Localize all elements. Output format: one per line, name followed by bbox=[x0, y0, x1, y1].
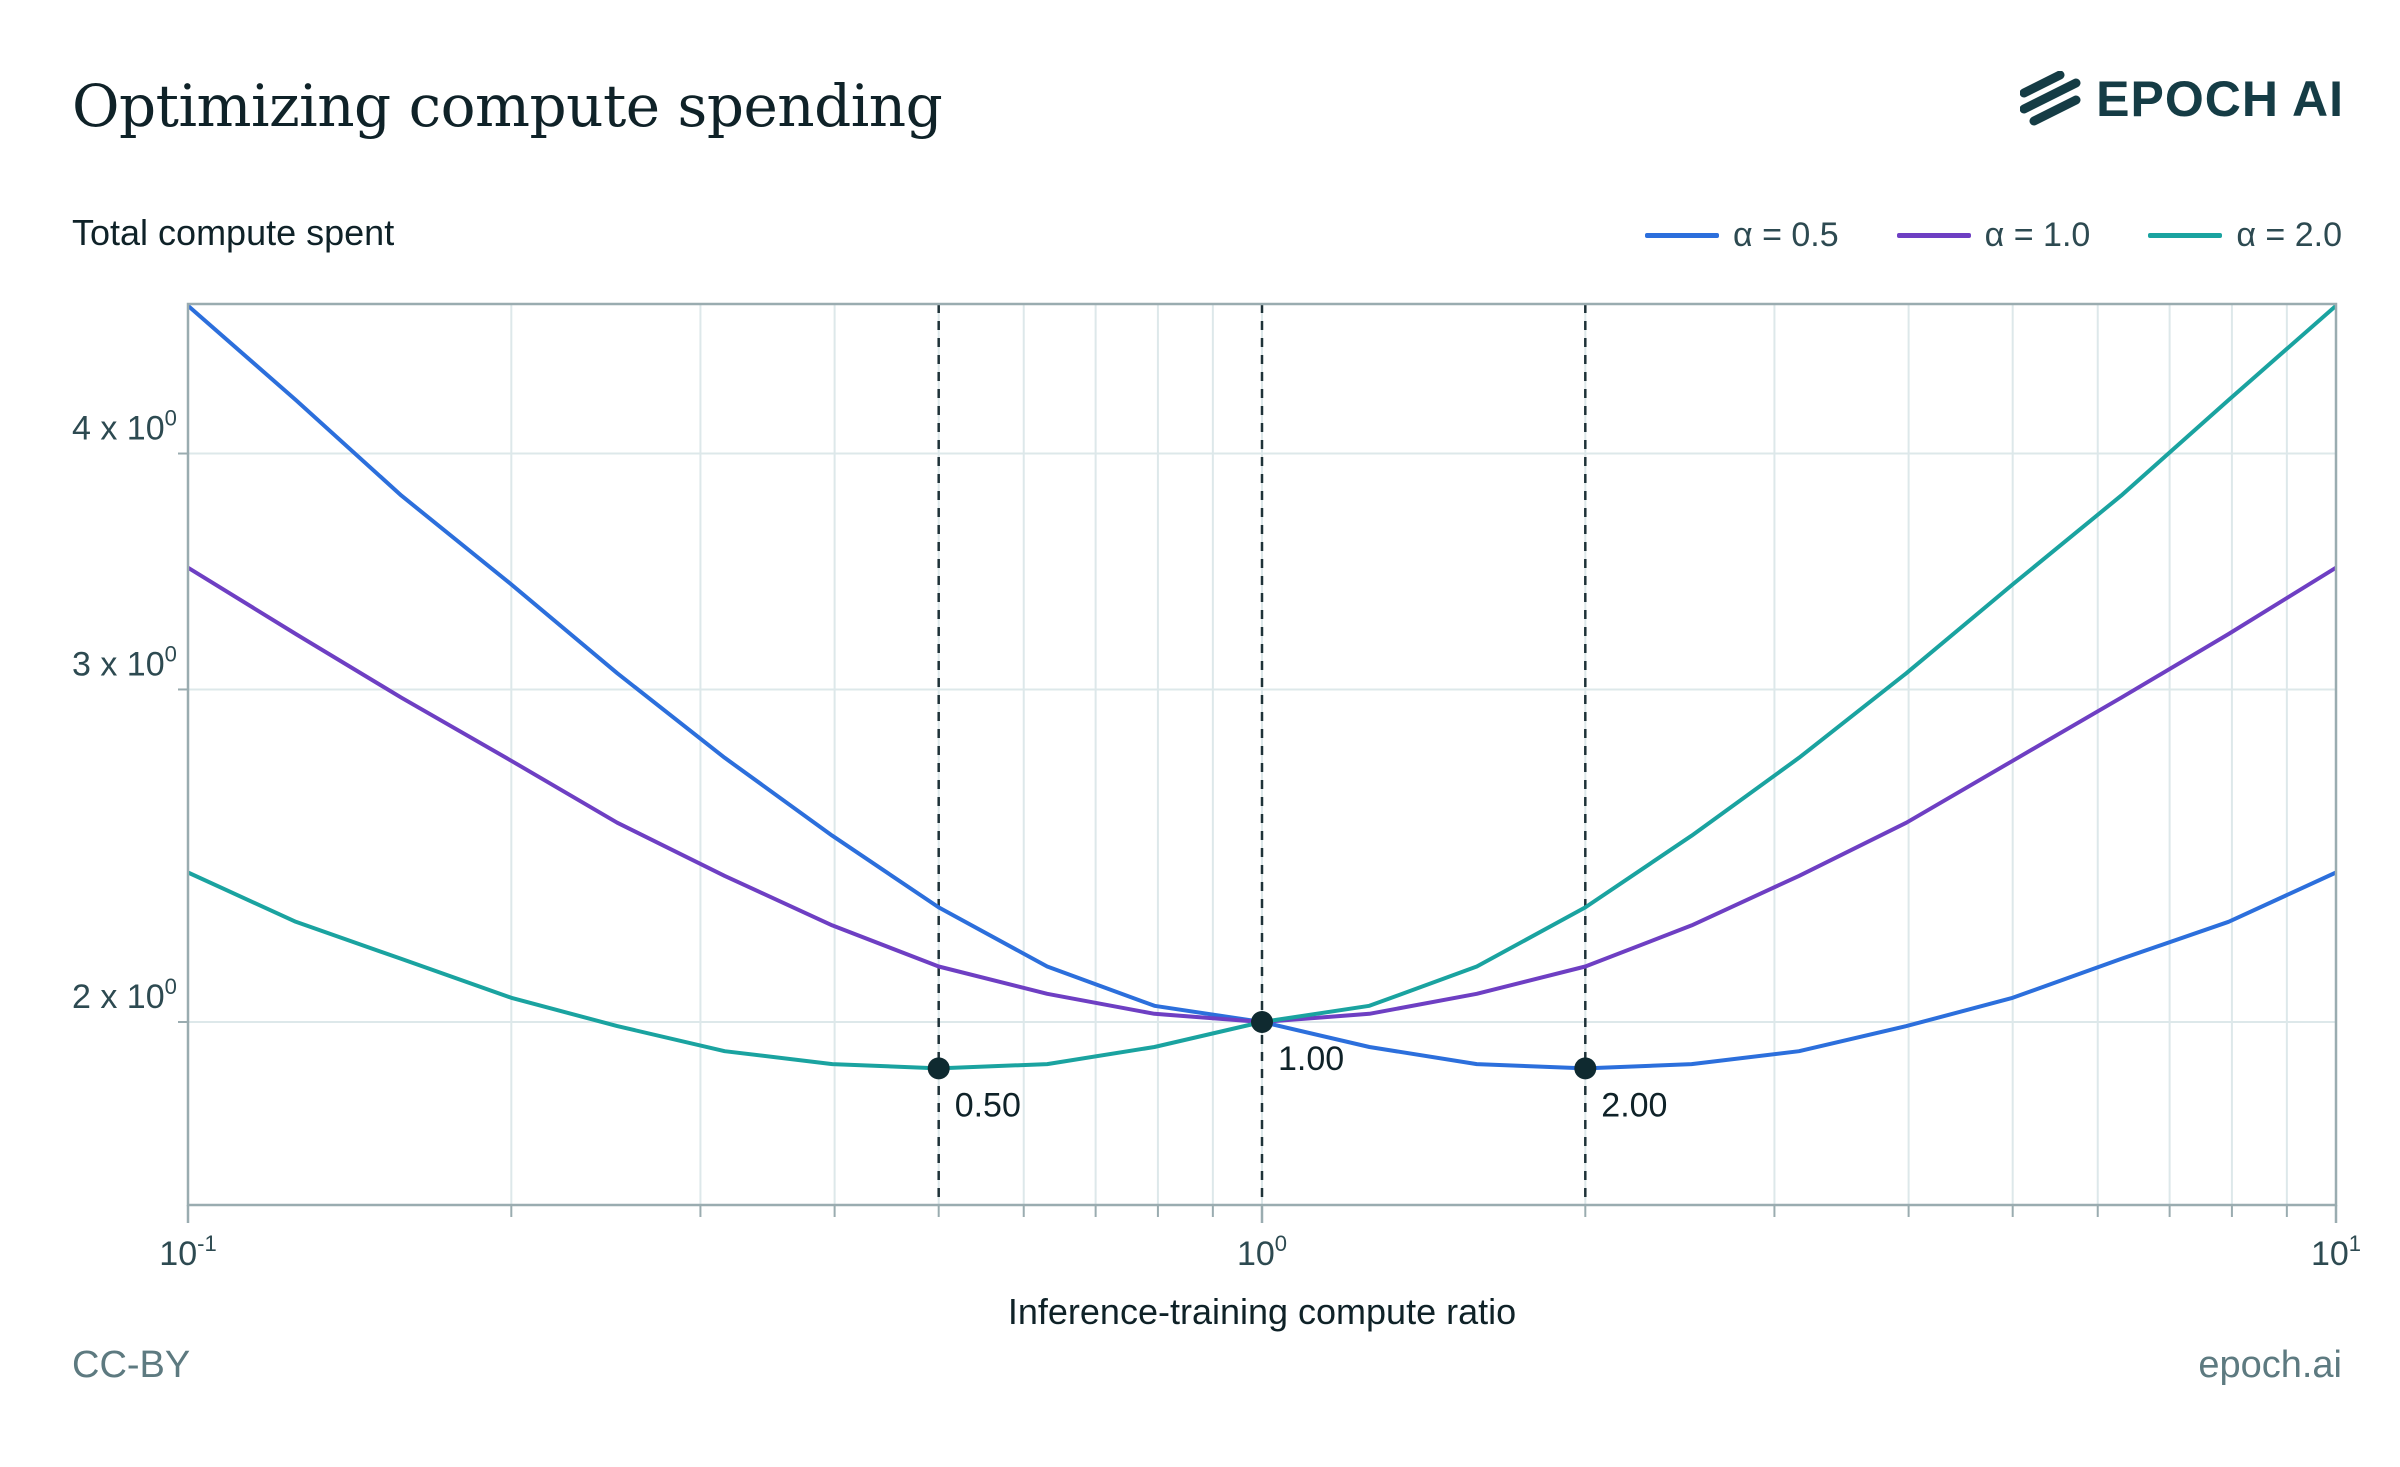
optimum-marker bbox=[1251, 1010, 1273, 1033]
page-title: Optimizing compute spending bbox=[72, 72, 943, 140]
site-link[interactable]: epoch.ai bbox=[2198, 1344, 2342, 1386]
reference-lines bbox=[937, 304, 1587, 1205]
tick-labels: 10-1 100 101 2 x 100 3 x 100 4 x 100 bbox=[72, 406, 2361, 1273]
legend-swatch bbox=[1896, 233, 1971, 238]
plot-frame bbox=[186, 302, 2338, 1223]
optimum-label: 1.00 bbox=[1278, 1040, 1344, 1078]
brand-name: EPOCH AI bbox=[2096, 71, 2344, 127]
legend-label: α = 0.5 bbox=[1732, 216, 1839, 254]
optimum-marker bbox=[1574, 1057, 1597, 1080]
license-label: CC-BY bbox=[72, 1344, 191, 1386]
grid bbox=[178, 304, 2336, 1217]
y-axis-title: Total compute spent bbox=[72, 212, 395, 253]
legend-label: α = 2.0 bbox=[2236, 216, 2342, 254]
legend-item-alpha-0-5[interactable]: α = 0.5 bbox=[1644, 216, 1839, 255]
optimum-markers: 0.50 1.00 2.00 bbox=[927, 1010, 1667, 1124]
legend-item-alpha-1-0[interactable]: α = 1.0 bbox=[1896, 216, 2091, 255]
chart-legend: α = 0.5 α = 1.0 α = 2.0 bbox=[1587, 216, 2342, 255]
epoch-logo-icon bbox=[2020, 71, 2081, 126]
legend-swatch bbox=[2148, 233, 2223, 238]
optimum-label: 2.00 bbox=[1601, 1086, 1667, 1124]
y-tick-label: 3 x 100 bbox=[72, 641, 177, 683]
y-tick-label: 2 x 100 bbox=[72, 974, 177, 1016]
x-tick-label: 100 bbox=[1237, 1231, 1287, 1273]
y-tick-label: 4 x 100 bbox=[72, 406, 177, 448]
optimum-label: 0.50 bbox=[955, 1086, 1021, 1124]
x-tick-label: 101 bbox=[2311, 1231, 2361, 1273]
x-tick-label: 10-1 bbox=[159, 1231, 216, 1273]
legend-swatch bbox=[1644, 233, 1719, 238]
brand-logo[interactable]: EPOCH AI bbox=[2020, 70, 2344, 128]
legend-label: α = 1.0 bbox=[1984, 216, 2091, 254]
legend-item-alpha-2-0[interactable]: α = 2.0 bbox=[2148, 216, 2342, 255]
x-axis-title: Inference-training compute ratio bbox=[1008, 1291, 1516, 1332]
optimum-marker bbox=[927, 1057, 950, 1080]
